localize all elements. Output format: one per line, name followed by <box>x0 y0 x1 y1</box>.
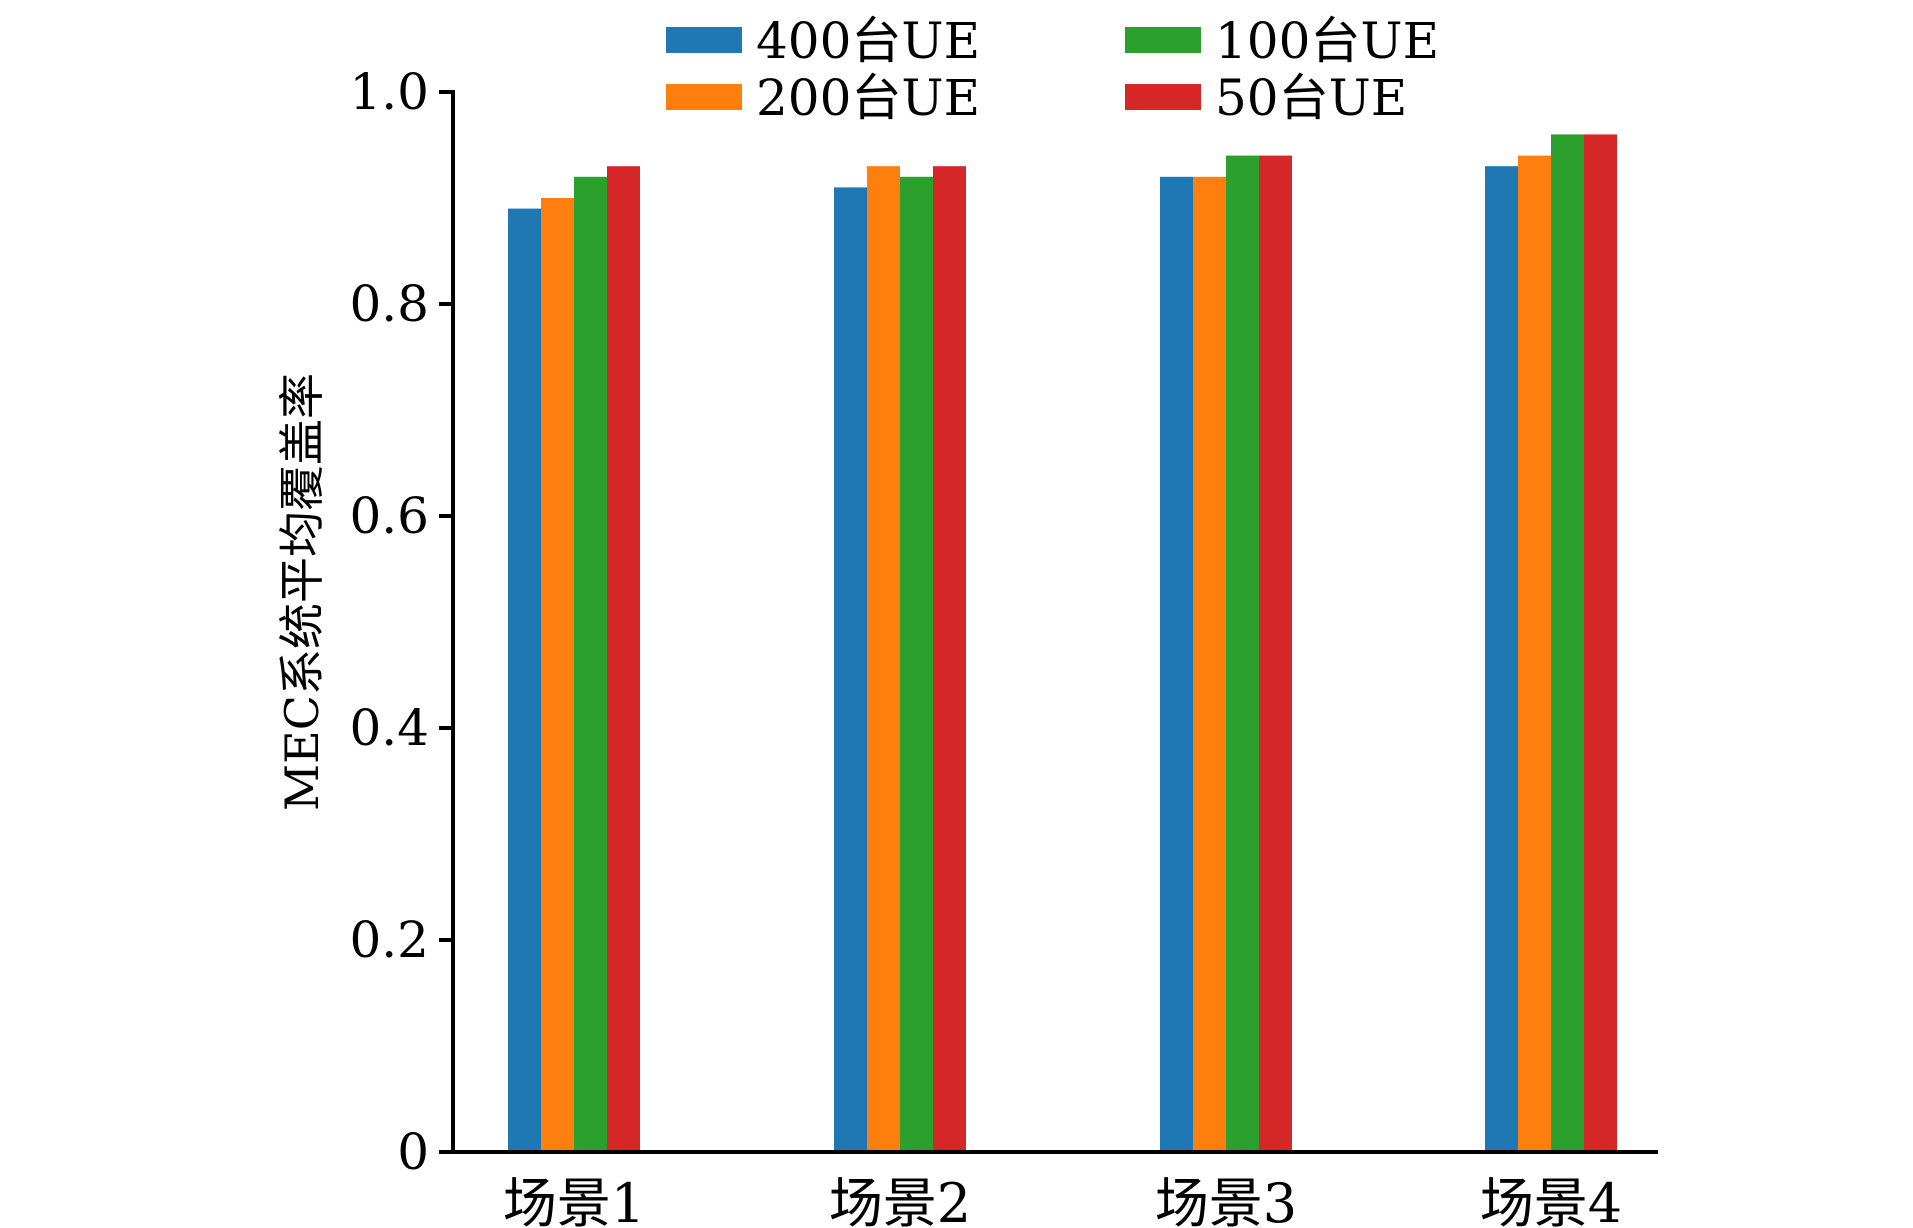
x-tick-label: 场景3 <box>1155 1172 1297 1228</box>
bar <box>607 166 640 1152</box>
bar <box>1160 176 1193 1153</box>
legend-swatch <box>1125 27 1201 53</box>
x-tick-label: 场景2 <box>829 1172 971 1228</box>
legend-label: 50台UE <box>1215 69 1407 127</box>
bar <box>900 176 933 1153</box>
y-ticks: 0 0.2 0.4 0.6 0.8 1.0 <box>349 63 453 1181</box>
legend-label: 400台UE <box>756 12 980 70</box>
y-tick-label: 0.4 <box>349 699 429 757</box>
bar <box>1518 155 1551 1153</box>
bars <box>508 134 1617 1153</box>
y-tick-label: 0.8 <box>349 275 429 333</box>
bar <box>574 176 607 1153</box>
y-axis-label: MEC系统平均覆盖率 <box>275 373 329 811</box>
y-tick-label: 0.2 <box>349 911 429 969</box>
bar <box>1551 134 1584 1152</box>
bar <box>867 166 900 1152</box>
bar <box>1259 155 1292 1153</box>
bar <box>1226 155 1259 1153</box>
legend-swatch <box>666 84 742 110</box>
y-tick-label: 0 <box>397 1123 429 1181</box>
x-tick-label: 场景4 <box>1480 1172 1622 1228</box>
legend-label: 200台UE <box>756 69 980 127</box>
bar <box>541 198 574 1152</box>
x-tick-labels: 场景1 场景2 场景3 场景4 <box>503 1172 1622 1228</box>
x-tick-label: 场景1 <box>503 1172 645 1228</box>
y-tick-label: 1.0 <box>349 63 429 121</box>
legend-label: 100台UE <box>1215 12 1439 70</box>
bar <box>834 187 867 1152</box>
axes <box>451 90 1658 1154</box>
bar <box>933 166 966 1152</box>
bar <box>1193 176 1226 1153</box>
bar <box>1485 166 1518 1152</box>
legend-swatch <box>666 27 742 53</box>
bar <box>508 208 541 1153</box>
legend-swatch <box>1125 84 1201 110</box>
y-tick-label: 0.6 <box>349 487 429 545</box>
bar <box>1584 134 1617 1152</box>
